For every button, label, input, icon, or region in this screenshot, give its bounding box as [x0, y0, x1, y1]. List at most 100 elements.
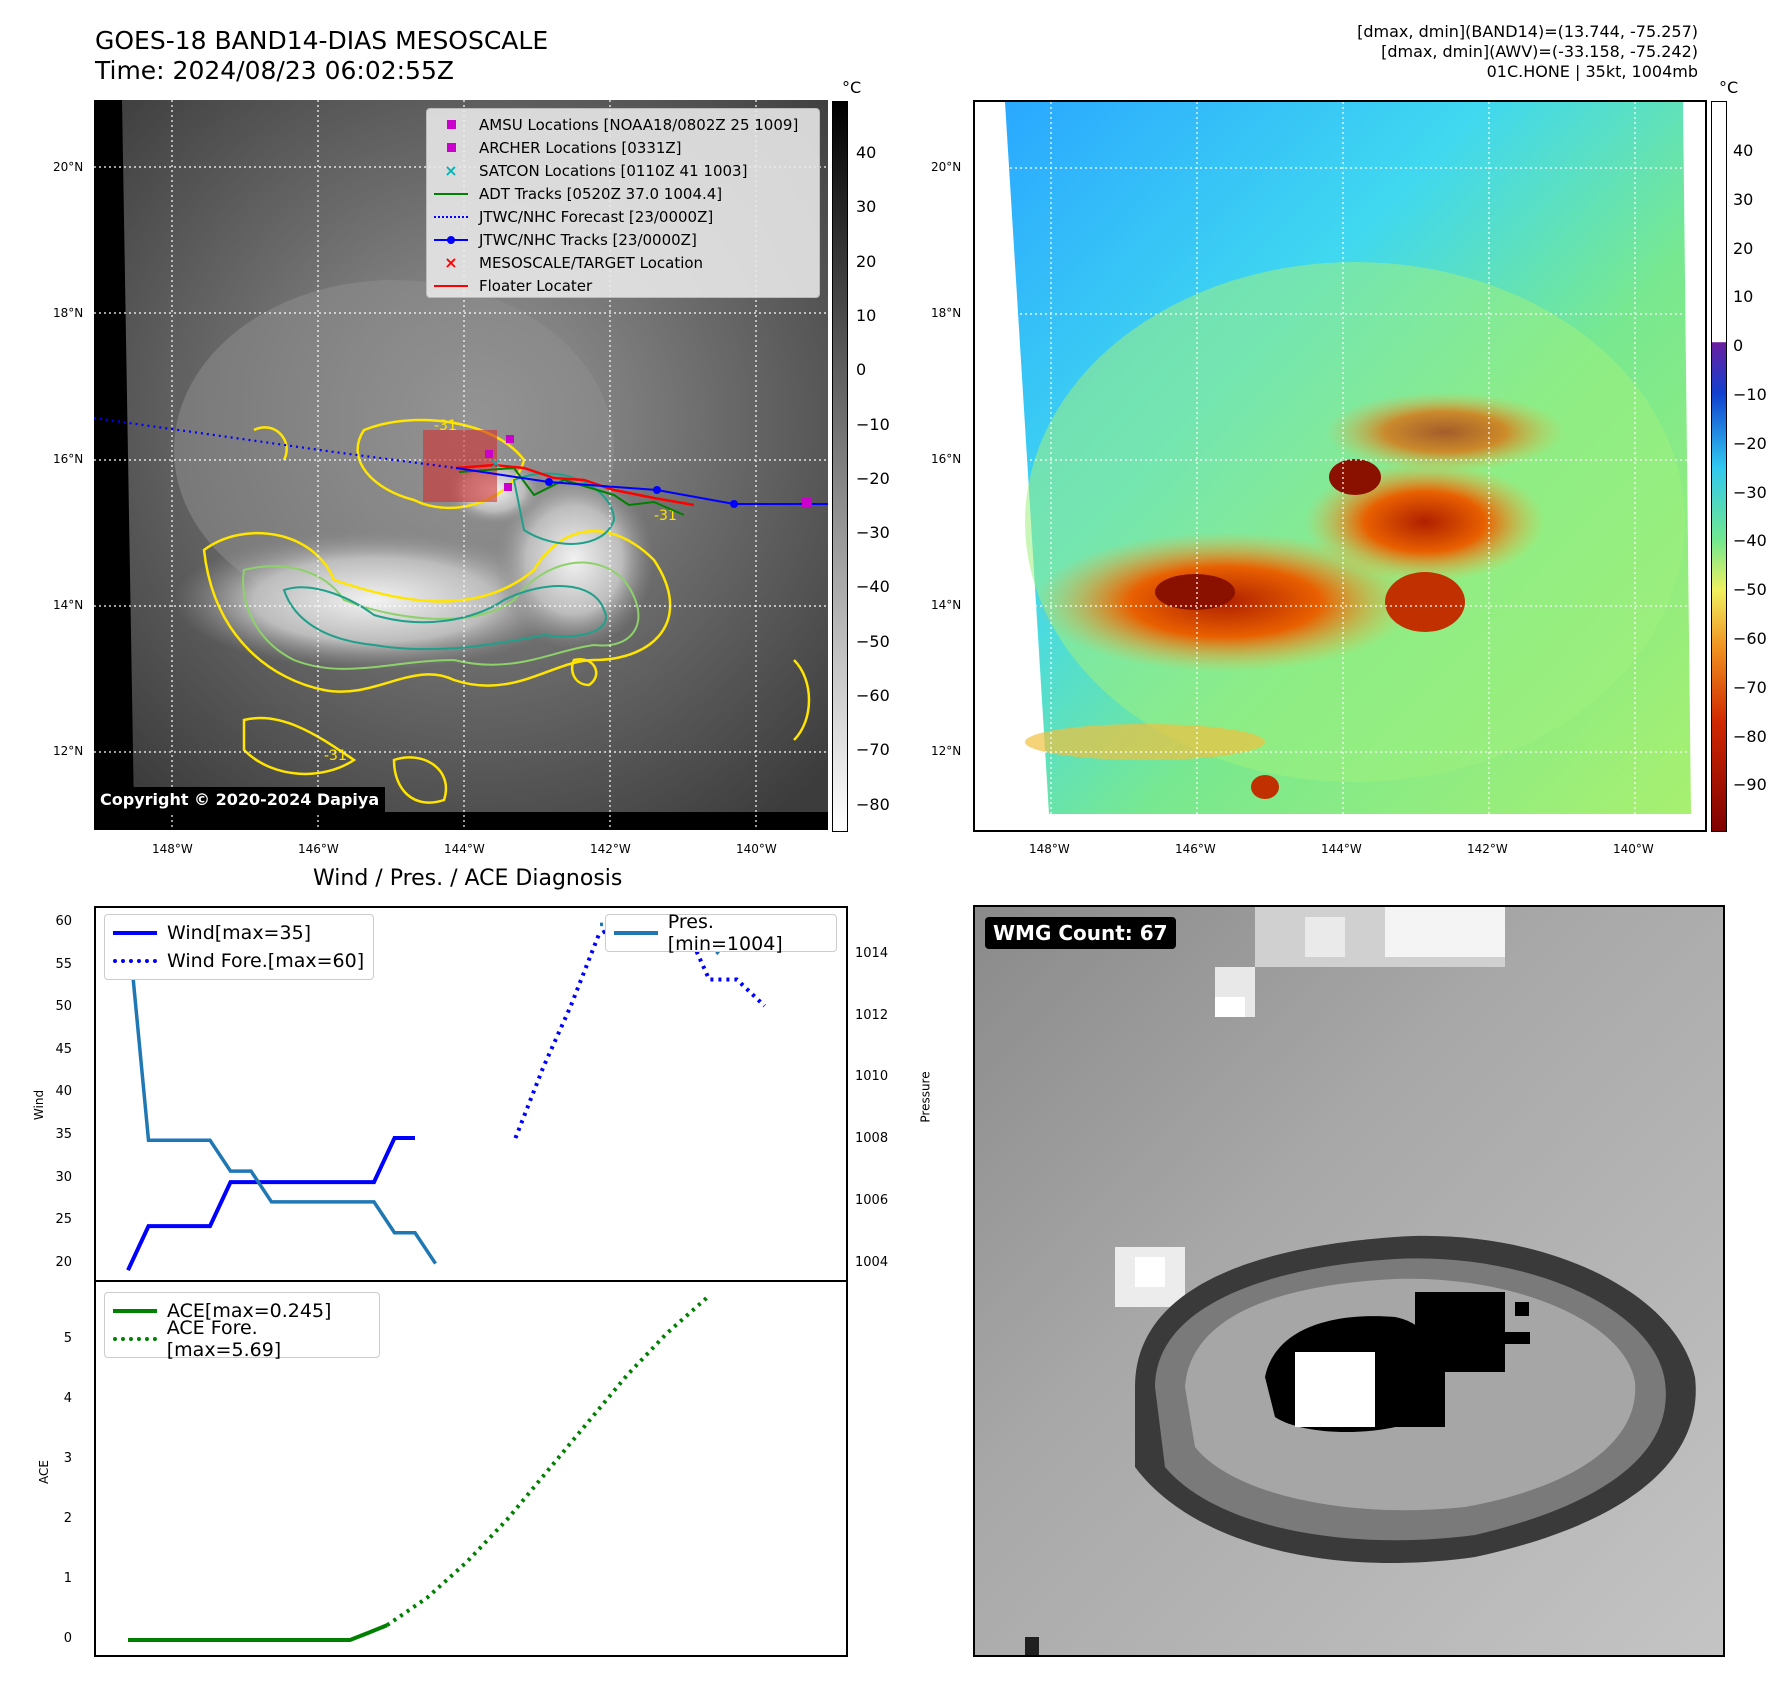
- colorbar-tick: 40: [1733, 141, 1754, 160]
- contour-label: -31: [324, 748, 347, 764]
- lon-label: 140°W: [736, 842, 777, 856]
- axis-tick-label: 5: [63, 1331, 72, 1346]
- axis-tick-label: 1010: [855, 1069, 889, 1085]
- axis-tick-label: 55: [55, 956, 72, 972]
- stats-line3: 01C.HONE | 35kt, 1004mb: [1486, 62, 1698, 81]
- colorbar-tick: −70: [1733, 677, 1767, 697]
- legend-item: AMSU Locations [NOAA18/0802Z 25 1009]: [433, 113, 813, 136]
- axis-tick-label: 2: [63, 1511, 72, 1526]
- axis-tick-label: 4: [63, 1391, 72, 1406]
- colorbar-tick: −80: [1733, 726, 1767, 746]
- legend-item: × SATCON Locations [0110Z 41 1003]: [433, 159, 813, 182]
- lat-label: 12°N: [53, 744, 84, 758]
- lat-label: 20°N: [931, 160, 962, 174]
- lat-label: 20°N: [53, 160, 84, 174]
- colorbar-tick: 10: [856, 305, 877, 325]
- legend-label: MESOSCALE/TARGET Location: [479, 253, 704, 272]
- axis-tick-label: 50: [55, 999, 72, 1015]
- legend-label: SATCON Locations [0110Z 41 1003]: [479, 161, 748, 180]
- colorbar-tick: −20: [1733, 433, 1767, 453]
- amsu-marker: [802, 498, 812, 508]
- wind-axis-title: Wind: [32, 1089, 47, 1121]
- colorbar-tick: 20: [856, 251, 877, 271]
- ir-map-panel: -31 -31 -31 ×: [94, 100, 828, 830]
- lon-label: 146°W: [298, 842, 339, 856]
- colorbar-tick: 20: [1733, 238, 1754, 258]
- axis-tick-label: 35: [55, 1127, 72, 1142]
- legend-label: AMSU Locations [NOAA18/0802Z 25 1009]: [479, 115, 799, 134]
- legend-label: ARCHER Locations [0331Z]: [479, 138, 682, 157]
- title-line2: Time: 2024/08/23 06:02:55Z: [95, 56, 454, 85]
- wind-series-line: [126, 1136, 415, 1272]
- lon-label: 148°W: [152, 842, 193, 856]
- legend-pressure: Pres.[min=1004]: [667, 911, 783, 955]
- page-title: GOES-18 BAND14-DIAS MESOSCALE Time: 2024…: [95, 26, 548, 86]
- axis-tick-label: 30: [55, 1169, 72, 1185]
- floater-locater-track: [455, 463, 695, 507]
- legend-ace: ACE[max=0.245]: [167, 1300, 332, 1322]
- pressure-axis-title: Pressure: [918, 1071, 933, 1123]
- legend-label: JTWC/NHC Tracks [23/0000Z]: [479, 230, 697, 249]
- copyright-label: Copyright © 2020-2024 Dapiya: [94, 787, 386, 812]
- lat-label: 14°N: [931, 598, 962, 612]
- axis-tick-label: 0: [63, 1631, 72, 1646]
- legend-item: ADT Tracks [0520Z 37.0 1004.4]: [433, 182, 813, 205]
- axis-tick-label: 1006: [855, 1192, 889, 1208]
- amsu-marker: [506, 435, 514, 443]
- lat-label: 18°N: [931, 306, 962, 320]
- legend-label: JTWC/NHC Forecast [23/0000Z]: [479, 207, 714, 226]
- legend-item: Floater Locater: [433, 274, 813, 297]
- contour-label: -31: [654, 508, 677, 524]
- lon-label: 142°W: [590, 842, 631, 856]
- colorbar-tick: −60: [856, 686, 890, 705]
- colorbar-tick: −10: [856, 414, 890, 434]
- lat-label: 16°N: [931, 452, 962, 466]
- axis-tick-label: 1004: [855, 1254, 889, 1270]
- axis-tick-label: 40: [55, 1084, 72, 1100]
- legend-ace-fore: ACE Fore.[max=5.69]: [166, 1317, 282, 1361]
- legend-label: Floater Locater: [479, 276, 593, 295]
- legend-symbol: [433, 233, 469, 247]
- colorbar-tick: 10: [1733, 287, 1754, 307]
- pressure-legend: Pres.[min=1004]: [605, 911, 837, 955]
- ace-plot-frame: [94, 1280, 848, 1657]
- pressure-series-line: [126, 924, 437, 1265]
- axis-tick-label: 1008: [855, 1131, 889, 1147]
- archer-marker: [485, 450, 493, 458]
- legend-item: JTWC/NHC Forecast [23/0000Z]: [433, 205, 813, 228]
- colorbar-tick: −10: [1733, 385, 1767, 404]
- lon-label: 146°W: [1175, 842, 1216, 856]
- colorbar-tick: 0: [856, 360, 867, 380]
- axis-tick-label: 20: [55, 1254, 72, 1270]
- axis-tick-label: 45: [55, 1041, 72, 1057]
- axis-tick-label: 25: [55, 1212, 72, 1228]
- colorbar-tick: −40: [1733, 531, 1767, 551]
- wmg-panel: WMG Count: 67: [973, 905, 1725, 1657]
- colorbar-tick: −20: [856, 468, 890, 488]
- jtwc-forecast-track: [94, 416, 457, 470]
- colorbar-tick: −70: [856, 740, 890, 760]
- lon-label: 148°W: [1029, 842, 1070, 856]
- awv-colorbar-unit: °C: [1719, 78, 1739, 97]
- colorbar-tick: 30: [856, 197, 877, 217]
- colorbar-tick: 40: [856, 143, 877, 162]
- diagnosis-title: Wind / Pres. / ACE Diagnosis: [313, 866, 623, 891]
- colorbar-tick: −50: [1733, 580, 1767, 600]
- legend-label: ADT Tracks [0520Z 37.0 1004.4]: [479, 184, 723, 203]
- awv-map-image: [975, 102, 1705, 830]
- lon-label: 144°W: [444, 842, 485, 856]
- colorbar-tick: −50: [856, 631, 890, 651]
- stats-line1: [dmax, dmin](BAND14)=(13.744, -75.257): [1357, 22, 1698, 41]
- legend-wind-fore: Wind Fore.[max=60]: [167, 950, 365, 972]
- legend-symbol: ×: [444, 161, 458, 180]
- legend-item: × MESOSCALE/TARGET Location: [433, 251, 813, 274]
- legend-item: JTWC/NHC Tracks [23/0000Z]: [433, 228, 813, 251]
- colorbar-tick: −40: [856, 577, 890, 597]
- awv-colorbar: [1711, 101, 1727, 832]
- axis-tick-label: 1014: [855, 946, 889, 961]
- title-line1: GOES-18 BAND14-DIAS MESOSCALE: [95, 26, 549, 55]
- adt-track: [458, 466, 685, 516]
- lat-label: 18°N: [53, 306, 84, 320]
- ace-axis-title: ACE: [36, 1460, 51, 1484]
- diagnosis-chart: [94, 906, 848, 1657]
